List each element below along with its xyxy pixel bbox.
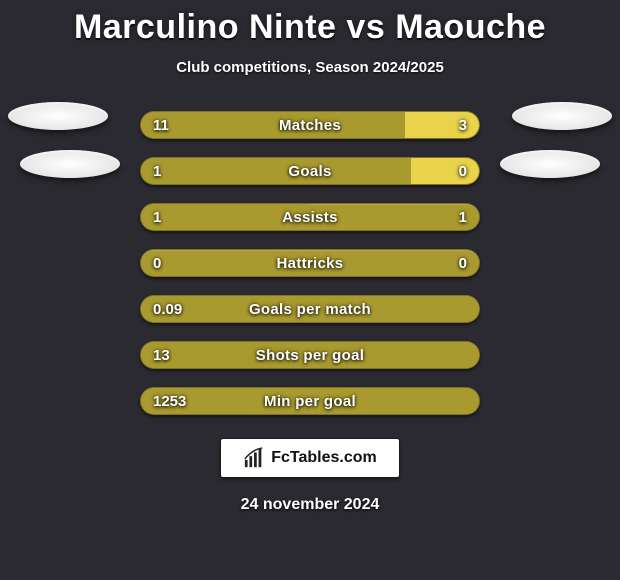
stats-container: 113Matches 10Goals 11Assists 00Hattricks 0.0… bbox=[0, 102, 620, 424]
stat-row: 00Hattricks bbox=[0, 240, 620, 286]
stat-bar: 0.09Goals per match bbox=[140, 295, 480, 323]
stat-label: Matches bbox=[141, 112, 479, 138]
page-title: Marculino Ninte vs Maouche bbox=[0, 8, 620, 47]
subtitle: Club competitions, Season 2024/2025 bbox=[0, 59, 620, 76]
comparison-card: Marculino Ninte vs Maouche Club competit… bbox=[0, 0, 620, 580]
stat-bar: 1253Min per goal bbox=[140, 387, 480, 415]
stat-row: 11Assists bbox=[0, 194, 620, 240]
footer-date: 24 november 2024 bbox=[0, 496, 620, 514]
stat-bar: 11Assists bbox=[140, 203, 480, 231]
stat-row: 113Matches bbox=[0, 102, 620, 148]
stat-label: Shots per goal bbox=[141, 342, 479, 368]
stat-bar: 00Hattricks bbox=[140, 249, 480, 277]
stat-label: Hattricks bbox=[141, 250, 479, 276]
title-vs: vs bbox=[346, 8, 385, 46]
stat-label: Goals per match bbox=[141, 296, 479, 322]
stat-label: Min per goal bbox=[141, 388, 479, 414]
stat-row: 1253Min per goal bbox=[0, 378, 620, 424]
stat-bar: 113Matches bbox=[140, 111, 480, 139]
stat-row: 10Goals bbox=[0, 148, 620, 194]
stat-label: Assists bbox=[141, 204, 479, 230]
title-player2: Maouche bbox=[395, 8, 546, 46]
stat-row: 0.09Goals per match bbox=[0, 286, 620, 332]
title-player1: Marculino Ninte bbox=[74, 8, 337, 46]
stat-bar: 13Shots per goal bbox=[140, 341, 480, 369]
fctables-logo-icon bbox=[243, 447, 265, 469]
site-badge-label: FcTables.com bbox=[271, 449, 377, 467]
stat-bar: 10Goals bbox=[140, 157, 480, 185]
site-badge[interactable]: FcTables.com bbox=[220, 438, 400, 478]
stat-row: 13Shots per goal bbox=[0, 332, 620, 378]
stat-label: Goals bbox=[141, 158, 479, 184]
